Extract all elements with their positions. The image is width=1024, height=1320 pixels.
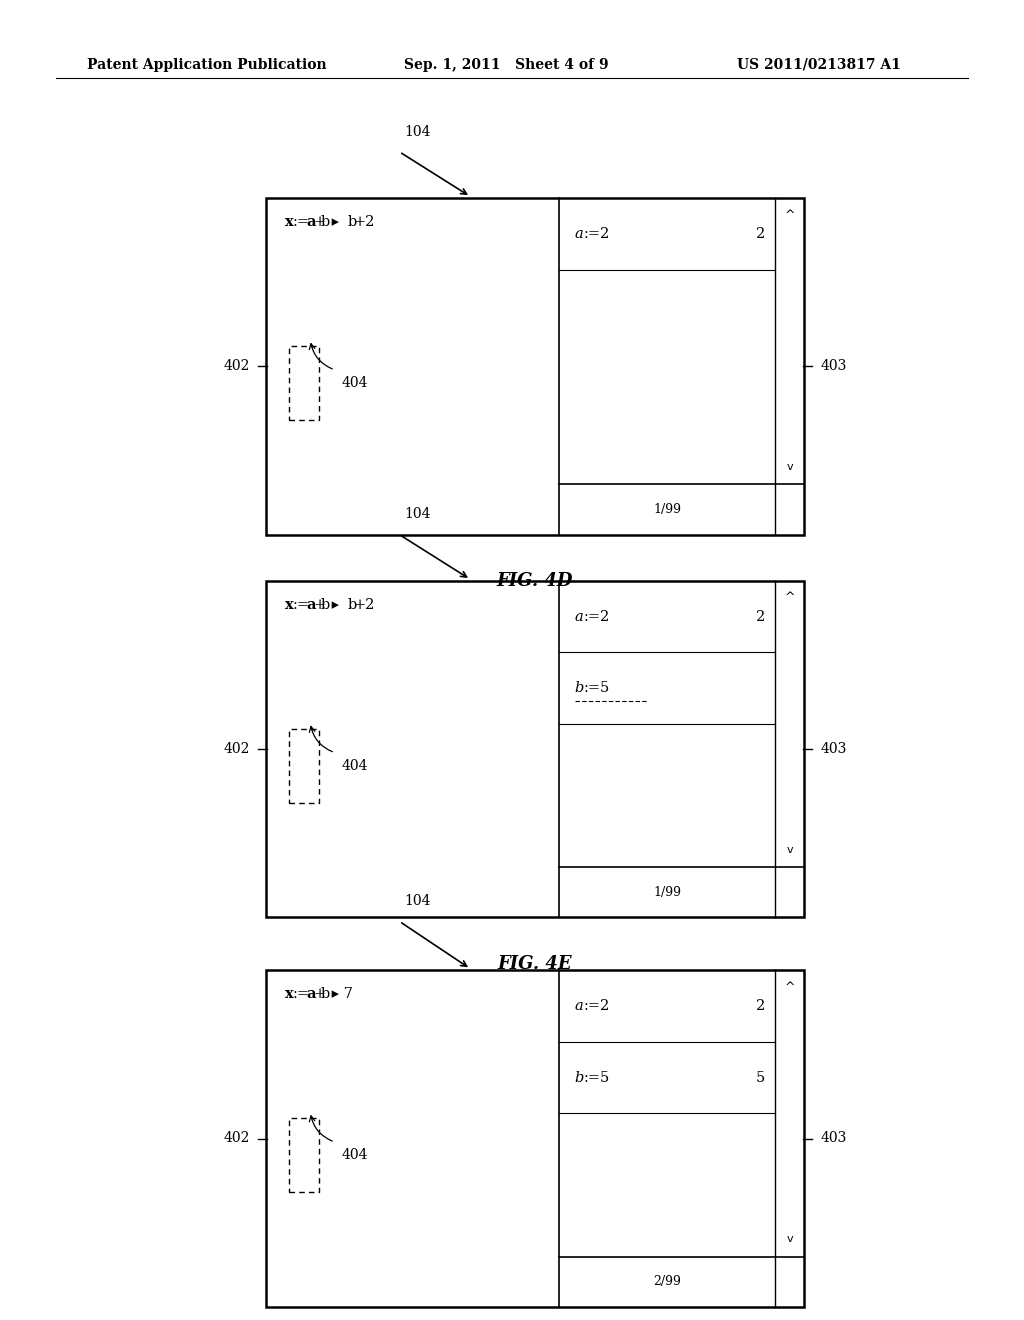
Text: x: x xyxy=(285,987,294,1001)
Text: +2: +2 xyxy=(354,598,375,611)
Text: 404: 404 xyxy=(342,759,369,774)
Text: 2: 2 xyxy=(756,610,765,623)
Text: b: b xyxy=(321,987,330,1001)
Text: 104: 104 xyxy=(404,507,431,521)
Text: b: b xyxy=(574,681,584,696)
Text: 402: 402 xyxy=(223,359,250,374)
Text: :=5: :=5 xyxy=(584,681,610,696)
Text: FIG. 4E: FIG. 4E xyxy=(498,954,572,973)
Text: +: + xyxy=(314,987,326,1001)
Text: :=: := xyxy=(293,215,309,228)
Text: a: a xyxy=(306,598,315,611)
Text: b: b xyxy=(347,215,356,228)
Text: b: b xyxy=(574,1071,584,1085)
Text: :=5: :=5 xyxy=(584,1071,610,1085)
Text: v: v xyxy=(786,462,793,473)
Text: 404: 404 xyxy=(342,376,369,391)
Text: :=: := xyxy=(293,598,309,611)
Text: 402: 402 xyxy=(223,1131,250,1146)
Text: FIG. 4D: FIG. 4D xyxy=(497,572,573,590)
Text: +2: +2 xyxy=(354,215,375,228)
Text: +: + xyxy=(314,598,326,611)
Text: :=: := xyxy=(293,987,309,1001)
Text: +: + xyxy=(314,215,326,228)
Text: 2: 2 xyxy=(756,227,765,240)
Bar xyxy=(289,1118,319,1192)
Text: ^: ^ xyxy=(784,591,795,605)
Text: 403: 403 xyxy=(820,1131,847,1146)
Bar xyxy=(266,581,804,917)
Text: 403: 403 xyxy=(820,359,847,374)
Text: 403: 403 xyxy=(820,742,847,756)
Text: a: a xyxy=(306,215,315,228)
Text: v: v xyxy=(786,845,793,855)
Text: ▸ 7: ▸ 7 xyxy=(328,987,353,1001)
Text: :=2: :=2 xyxy=(584,227,610,240)
Text: x: x xyxy=(285,215,294,228)
Text: 2: 2 xyxy=(756,999,765,1012)
Text: b: b xyxy=(347,598,356,611)
Text: :=2: :=2 xyxy=(584,999,610,1012)
Text: a: a xyxy=(574,610,584,623)
Text: 402: 402 xyxy=(223,742,250,756)
Text: ^: ^ xyxy=(784,981,795,994)
Text: ▸: ▸ xyxy=(328,598,344,611)
Text: ^: ^ xyxy=(784,209,795,222)
Bar xyxy=(289,346,319,420)
Text: a: a xyxy=(574,999,584,1012)
Text: 104: 104 xyxy=(404,124,431,139)
Bar xyxy=(266,970,804,1307)
Bar xyxy=(266,198,804,535)
Text: Sep. 1, 2011   Sheet 4 of 9: Sep. 1, 2011 Sheet 4 of 9 xyxy=(404,58,609,71)
Text: :=2: :=2 xyxy=(584,610,610,623)
Text: 1/99: 1/99 xyxy=(653,503,681,516)
Text: 404: 404 xyxy=(342,1148,369,1163)
Text: 2/99: 2/99 xyxy=(653,1275,681,1288)
Text: b: b xyxy=(321,598,330,611)
Bar xyxy=(289,729,319,803)
Text: 5: 5 xyxy=(756,1071,765,1085)
Text: a: a xyxy=(574,227,584,240)
Text: ▸: ▸ xyxy=(328,215,344,228)
Text: b: b xyxy=(321,215,330,228)
Text: x: x xyxy=(285,598,294,611)
Text: a: a xyxy=(306,987,315,1001)
Text: v: v xyxy=(786,1234,793,1245)
Text: US 2011/0213817 A1: US 2011/0213817 A1 xyxy=(737,58,901,71)
Text: 1/99: 1/99 xyxy=(653,886,681,899)
Text: Patent Application Publication: Patent Application Publication xyxy=(87,58,327,71)
Text: 104: 104 xyxy=(404,894,431,908)
